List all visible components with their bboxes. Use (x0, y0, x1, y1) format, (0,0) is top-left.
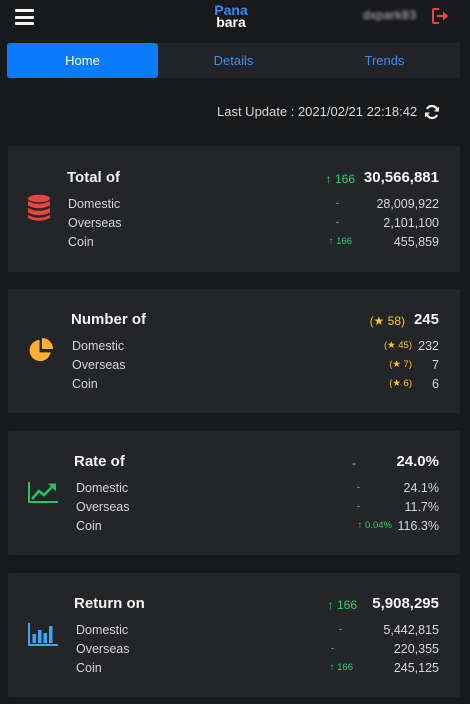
row-change: ↑ 0.04% (357, 520, 392, 531)
number-card[interactable]: Number of (★ 58) 245 Domestic (★ 45) 232… (8, 289, 460, 413)
number-title: Number of (71, 311, 146, 328)
row-change: - (356, 482, 360, 493)
logo-line1: Pana (214, 2, 248, 18)
row-change: - (330, 643, 334, 654)
rate-row-domestic: Domestic - 24.1% (76, 481, 439, 500)
number-row-overseas: Overseas (★ 7) 7 (72, 358, 439, 377)
return-value: 5,908,295 (372, 595, 439, 612)
username: dxpark83 (363, 8, 417, 22)
row-value: 245,125 (393, 661, 439, 675)
row-change: ↑ 166 (329, 662, 353, 673)
row-label: Coin (76, 519, 102, 533)
row-change: - (356, 501, 360, 512)
database-icon (28, 194, 50, 221)
total-row-overseas: Overseas - 2,101,100 (68, 216, 439, 235)
bar-chart-icon (28, 623, 58, 646)
trend-up-icon (28, 482, 58, 503)
rate-title: Rate of (74, 453, 125, 470)
row-label: Domestic (68, 197, 121, 211)
rate-value: 24.0% (396, 453, 439, 470)
rate-card[interactable]: Rate of - 24.0% Domestic - 24.1% Oversea… (8, 431, 460, 555)
total-card[interactable]: Total of ↑ 166 30,566,881 Domestic - 28,… (8, 146, 460, 272)
row-change: - (335, 198, 339, 209)
row-value: 28,009,922 (376, 197, 439, 211)
number-row-coin: Coin (★ 6) 6 (72, 377, 439, 396)
hamburger-icon[interactable] (15, 9, 34, 25)
return-title: Return on (74, 595, 145, 612)
row-change: - (335, 217, 339, 228)
row-label: Overseas (72, 358, 126, 372)
return-change: ↑ 166 (327, 598, 357, 612)
row-label: Coin (76, 661, 102, 675)
tab-trends[interactable]: Trends (364, 53, 405, 68)
row-value: 7 (432, 358, 439, 372)
row-value: 455,859 (393, 235, 439, 249)
pie-chart-icon (29, 337, 54, 362)
row-change: (★ 7) (389, 359, 412, 370)
total-row-domestic: Domestic - 28,009,922 (68, 197, 439, 216)
rate-row-overseas: Overseas - 11.7% (76, 500, 439, 519)
total-title: Total of (67, 169, 121, 186)
number-row-domestic: Domestic (★ 45) 232 (72, 339, 439, 358)
rate-row-coin: Coin ↑ 0.04% 116.3% (76, 519, 439, 538)
row-label: Domestic (72, 339, 125, 353)
row-label: Coin (68, 235, 94, 249)
row-change: ↑ 166 (328, 236, 352, 247)
row-value: 11.7% (404, 500, 439, 514)
rate-change: - (352, 456, 356, 470)
row-label: Domestic (76, 481, 129, 495)
row-value: 2,101,100 (383, 216, 439, 230)
total-value: 30,566,881 (363, 169, 439, 186)
row-value: 6 (432, 377, 439, 391)
row-change: (★ 6) (389, 378, 412, 389)
number-value: 245 (413, 311, 439, 328)
return-card[interactable]: Return on ↑ 166 5,908,295 Domestic - 5,4… (8, 573, 460, 697)
last-update-text: Last Update : 2021/02/21 22:18:42 (217, 104, 418, 119)
row-value: 232 (418, 339, 439, 353)
row-value: 5,442,815 (383, 623, 439, 637)
row-value: 24.1% (403, 481, 439, 495)
app-header: Pana bara dxpark83 (0, 0, 470, 36)
row-label: Overseas (68, 216, 122, 230)
logout-icon[interactable] (432, 8, 450, 24)
return-row-coin: Coin ↑ 166 245,125 (76, 661, 439, 680)
row-label: Overseas (76, 500, 130, 514)
main-tabs: Home Details Trends (7, 43, 460, 78)
tab-home[interactable]: Home (7, 43, 158, 78)
row-change: - (338, 624, 342, 635)
row-label: Overseas (76, 642, 130, 656)
row-label: Domestic (76, 623, 129, 637)
row-label: Coin (72, 377, 98, 391)
row-change: (★ 45) (383, 340, 412, 351)
total-change: ↑ 166 (325, 172, 355, 186)
total-row-coin: Coin ↑ 166 455,859 (68, 235, 439, 254)
return-row-overseas: Overseas - 220,355 (76, 642, 439, 661)
refresh-icon[interactable] (424, 104, 440, 120)
tab-details[interactable]: Details (213, 53, 254, 68)
number-change: (★ 58) (369, 314, 405, 328)
row-value: 220,355 (393, 642, 439, 656)
logo-line2: bara (216, 14, 246, 30)
row-value: 116.3% (397, 519, 439, 533)
app-logo[interactable]: Pana bara (211, 2, 251, 30)
return-row-domestic: Domestic - 5,442,815 (76, 623, 439, 642)
